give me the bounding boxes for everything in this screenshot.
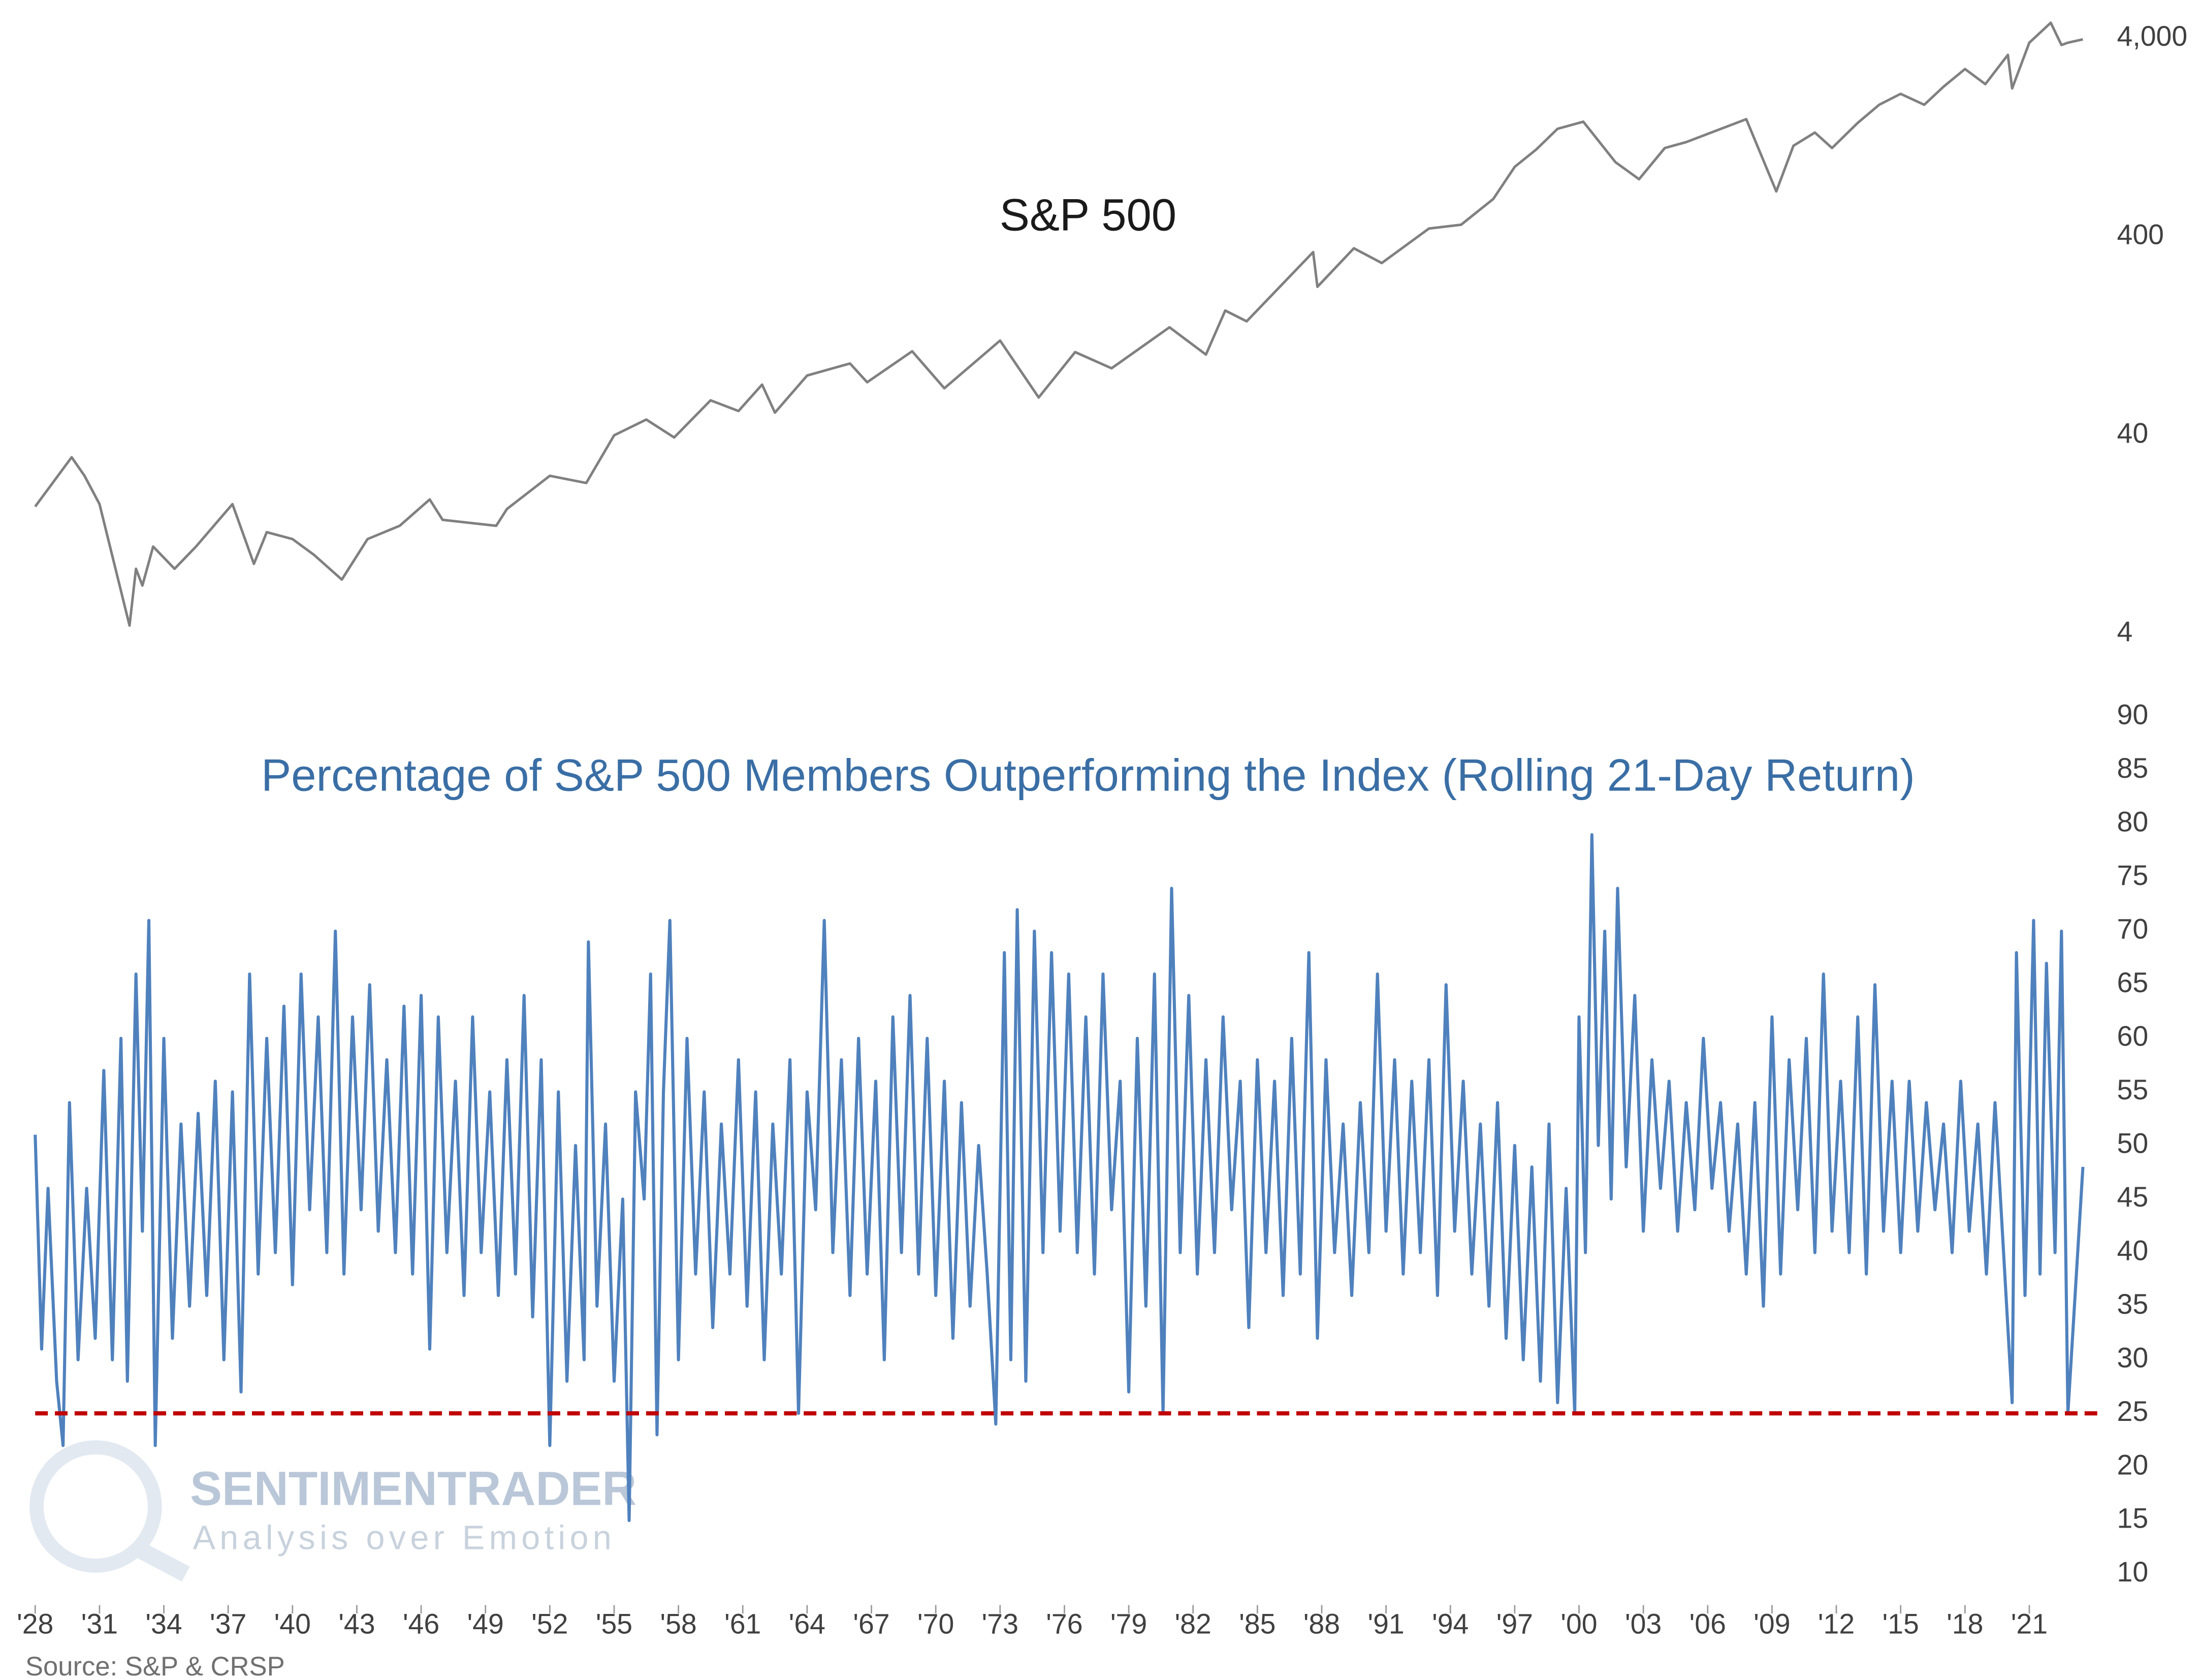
x-tick-label: '43 (338, 1608, 375, 1640)
y-tick-label: 55 (2117, 1074, 2149, 1105)
y-tick-label: 70 (2117, 913, 2149, 945)
x-tick-label: '03 (1625, 1608, 1662, 1640)
y-tick-label: 4 (2117, 616, 2133, 647)
y-tick-label: 60 (2117, 1020, 2149, 1052)
x-tick-label: '21 (2011, 1608, 2048, 1640)
x-tick-label: '73 (982, 1608, 1018, 1640)
y-tick-label: 65 (2117, 967, 2149, 998)
y-tick-label: 20 (2117, 1449, 2149, 1480)
chart-title: Percentage of S&P 500 Members Outperform… (261, 750, 1915, 800)
y-tick-label: 40 (2117, 417, 2149, 449)
y-tick-label: 10 (2117, 1556, 2149, 1588)
x-tick-label: '00 (1560, 1608, 1597, 1640)
watermark-logo (29, 1440, 190, 1582)
x-tick-label: '79 (1110, 1608, 1147, 1640)
x-tick-label: '28 (17, 1608, 53, 1640)
x-tick-label: '34 (145, 1608, 182, 1640)
logo-ring (29, 1440, 162, 1573)
x-tick-label: '70 (917, 1608, 954, 1640)
x-tick-label: '09 (1753, 1608, 1790, 1640)
watermark-tagline: Analysis over Emotion (193, 1519, 616, 1557)
watermark-brand: SENTIMENTRADER (190, 1462, 636, 1515)
y-tick-label: 90 (2117, 699, 2149, 731)
x-tick-label: '61 (724, 1608, 761, 1640)
logo-handle (134, 1541, 190, 1582)
y-tick-label: 75 (2117, 860, 2149, 891)
source-note: Source: S&P & CRSP (25, 1652, 285, 1680)
x-tick-label: '46 (403, 1608, 439, 1640)
x-tick-label: '12 (1818, 1608, 1855, 1640)
x-tick-label: '88 (1303, 1608, 1340, 1640)
x-tick-label: '91 (1368, 1608, 1405, 1640)
y-tick-label: 85 (2117, 752, 2149, 784)
x-tick-label: '64 (789, 1608, 825, 1640)
x-tick-label: '37 (210, 1608, 246, 1640)
x-tick-label: '67 (853, 1608, 889, 1640)
y-tick-label: 15 (2117, 1503, 2149, 1534)
y-tick-label: 80 (2117, 806, 2149, 838)
y-tick-label: 25 (2117, 1396, 2149, 1427)
x-tick-label: '55 (596, 1608, 632, 1640)
y-tick-label: 40 (2117, 1234, 2149, 1266)
x-tick-label: '49 (467, 1608, 504, 1640)
y-tick-label: 35 (2117, 1288, 2149, 1320)
x-tick-label: '97 (1496, 1608, 1533, 1640)
data-line (34, 21, 2084, 627)
x-tick-label: '15 (1883, 1608, 1919, 1640)
x-tick-label: '40 (274, 1608, 311, 1640)
x-tick-label: '82 (1175, 1608, 1211, 1640)
x-tick-label: '31 (81, 1608, 118, 1640)
y-tick-label: 50 (2117, 1127, 2149, 1159)
x-tick-label: '85 (1239, 1608, 1276, 1640)
x-tick-label: '18 (1947, 1608, 1983, 1640)
y-tick-label: 30 (2117, 1342, 2149, 1373)
x-tick-label: '58 (660, 1608, 697, 1640)
x-tick-label: '06 (1689, 1608, 1726, 1640)
y-tick-label: 400 (2117, 219, 2164, 250)
y-tick-label: 4,000 (2117, 20, 2188, 52)
y-tick-label: 45 (2117, 1181, 2149, 1213)
data-line (34, 833, 2085, 1523)
x-tick-label: '94 (1432, 1608, 1469, 1640)
x-tick-label: '52 (531, 1608, 568, 1640)
chart-title: S&P 500 (1000, 190, 1176, 240)
x-tick-label: '76 (1046, 1608, 1082, 1640)
